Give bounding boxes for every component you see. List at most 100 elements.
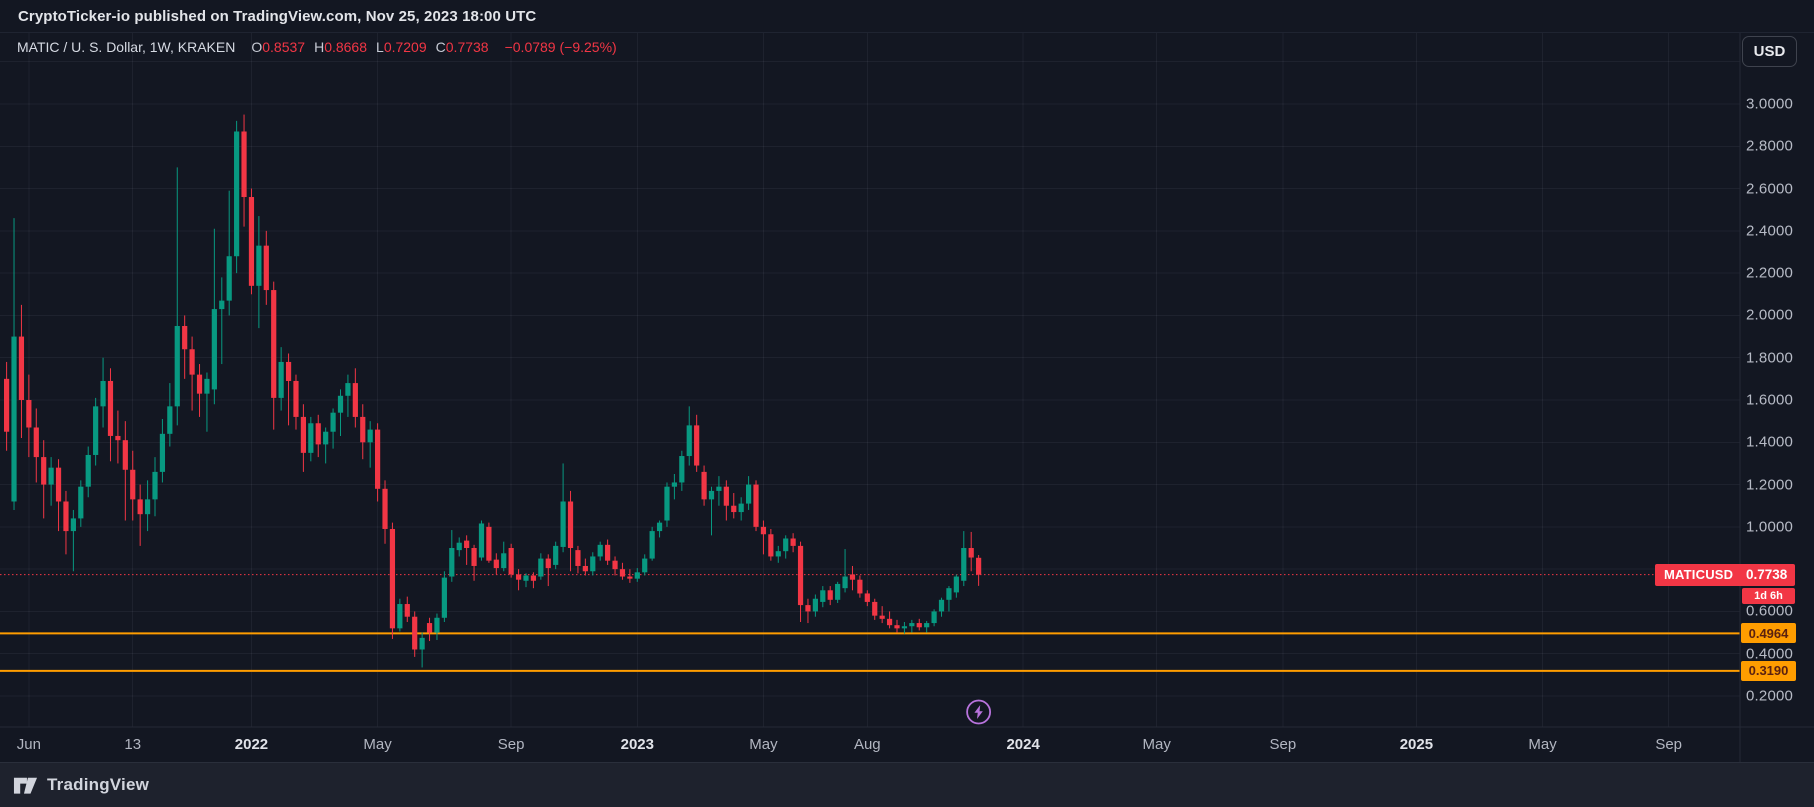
price-tick-label: 2.0000 xyxy=(1746,306,1794,324)
time-tick-label: Sep xyxy=(1655,736,1683,753)
candle-body xyxy=(493,559,499,569)
candle-body xyxy=(18,336,25,401)
candle-body xyxy=(412,616,418,650)
candle-body xyxy=(78,486,84,519)
candle-body xyxy=(746,484,752,504)
candle-body xyxy=(478,523,485,558)
candle-body xyxy=(501,553,507,569)
brand-bar: TradingView xyxy=(0,762,1814,807)
current-price-value: 0.7738 xyxy=(1746,567,1788,583)
current-price-label: MATICUSD 0.7738 xyxy=(1655,563,1795,586)
candle-body xyxy=(464,540,470,549)
candle-body xyxy=(33,427,39,458)
candle-body xyxy=(115,435,121,441)
publish-banner: CryptoTicker-io published on TradingView… xyxy=(0,0,1814,33)
candle-body xyxy=(731,505,737,513)
tradingview-wordmark[interactable]: TradingView xyxy=(47,775,150,794)
candle-body xyxy=(894,625,900,629)
candle-body xyxy=(523,575,529,581)
candle-body xyxy=(26,400,32,428)
ohlc-item: H0.8668 xyxy=(314,39,368,55)
candle-body xyxy=(434,617,440,633)
publish-text: CryptoTicker-io published on TradingView… xyxy=(18,7,537,25)
candle-body xyxy=(219,300,225,310)
candle-body xyxy=(545,558,551,569)
candle-body xyxy=(694,425,700,466)
candle-body xyxy=(456,542,462,551)
tradingview-logo-icon[interactable] xyxy=(13,773,38,798)
candle-body xyxy=(441,577,447,618)
candle-body xyxy=(642,558,648,573)
candle-body xyxy=(901,626,908,629)
candle-body xyxy=(315,423,321,445)
candle-body xyxy=(100,380,106,407)
time-axis[interactable]: Jun 13 2022 May Sep 2023 May Aug 2024 May Sep 2025 M… xyxy=(0,727,1740,762)
candle-body xyxy=(189,349,195,375)
chart-container[interactable]: MATIC / U. S. Dollar, 1W, KRAKEN O0.8537… xyxy=(0,33,1814,762)
symbol-title[interactable]: MATIC / U. S. Dollar, 1W, KRAKEN xyxy=(17,39,236,55)
lightning-marker-icon[interactable] xyxy=(966,699,992,725)
candle-body xyxy=(204,378,210,394)
candle-body xyxy=(93,406,99,455)
candle-body xyxy=(449,548,455,577)
candle-body xyxy=(174,326,180,407)
ohlc-item: L0.7209 xyxy=(376,39,427,55)
candle-body xyxy=(953,576,959,593)
current-price-ticker: MATICUSD xyxy=(1664,567,1734,583)
candle-body xyxy=(375,429,381,489)
candle-body xyxy=(367,429,373,443)
candle-body xyxy=(701,471,707,500)
candle-body xyxy=(167,406,173,434)
candle-body xyxy=(664,486,670,521)
candle-body xyxy=(278,361,284,398)
candle-body xyxy=(560,501,566,547)
price-axis[interactable]: 3.0000 2.8000 2.6000 2.4000 2.2000 2.0000 1.80… xyxy=(1740,33,1814,727)
price-tick-label: 2.2000 xyxy=(1746,264,1794,282)
candle-body xyxy=(820,590,826,602)
time-tick-label: Jun xyxy=(16,736,41,753)
candlestick-plot[interactable] xyxy=(0,33,1814,762)
price-tick-label: 2.4000 xyxy=(1746,222,1794,240)
candle-body xyxy=(768,534,774,557)
candle-body xyxy=(130,469,136,500)
candle-body xyxy=(553,545,559,565)
candle-body xyxy=(849,574,856,580)
candle-body xyxy=(248,197,255,286)
candle-body xyxy=(575,550,581,566)
candle-body xyxy=(783,538,789,552)
candle-body xyxy=(827,590,833,600)
candle-body xyxy=(619,569,626,577)
candle-body xyxy=(285,361,292,381)
candle-body xyxy=(961,548,967,581)
candle-body xyxy=(144,499,151,515)
candle-body xyxy=(404,604,410,617)
candle-body xyxy=(48,467,54,485)
time-tick-label: 2025 xyxy=(1399,736,1434,753)
price-tick-label: 1.8000 xyxy=(1746,349,1794,367)
price-tick-label: 1.0000 xyxy=(1746,518,1794,536)
candle-body xyxy=(256,245,262,286)
candle-body xyxy=(968,548,974,558)
currency-toggle-button[interactable]: USD xyxy=(1742,36,1797,67)
candle-body xyxy=(886,618,893,626)
candle-body xyxy=(63,501,69,532)
candle-body xyxy=(812,598,818,612)
candle-body xyxy=(122,440,128,470)
symbol-legend: MATIC / U. S. Dollar, 1W, KRAKEN O0.8537… xyxy=(17,39,617,55)
candle-body xyxy=(211,309,217,390)
candle-body xyxy=(738,503,744,513)
price-tick-label: 3.0000 xyxy=(1746,95,1794,113)
candle-body xyxy=(605,544,611,561)
time-tick-label: 2022 xyxy=(234,736,269,753)
candle-body xyxy=(159,433,166,472)
lightning-bolt-icon xyxy=(974,705,983,719)
candle-body xyxy=(486,526,492,561)
candle-body xyxy=(590,556,596,572)
candle-body xyxy=(924,623,930,628)
candle-body xyxy=(790,538,796,546)
candle-body xyxy=(946,588,952,600)
candle-body xyxy=(671,482,677,487)
candle-body xyxy=(55,467,62,502)
candle-body xyxy=(263,245,269,291)
